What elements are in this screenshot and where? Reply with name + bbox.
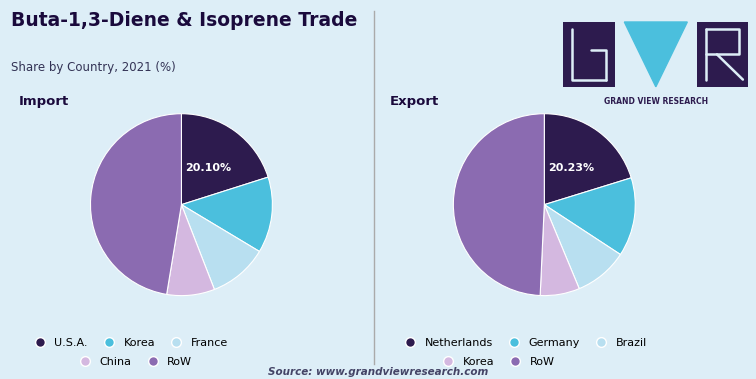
Wedge shape bbox=[181, 114, 268, 205]
Text: 20.23%: 20.23% bbox=[548, 163, 594, 173]
Legend: U.S.A., Korea, France: U.S.A., Korea, France bbox=[24, 334, 232, 352]
Polygon shape bbox=[624, 22, 687, 87]
Legend: China, RoW: China, RoW bbox=[70, 353, 197, 371]
Legend: Korea, RoW: Korea, RoW bbox=[432, 353, 559, 371]
Wedge shape bbox=[544, 205, 621, 289]
Wedge shape bbox=[181, 177, 272, 251]
Text: GRAND VIEW RESEARCH: GRAND VIEW RESEARCH bbox=[604, 97, 708, 106]
Wedge shape bbox=[540, 205, 579, 296]
Wedge shape bbox=[544, 178, 635, 255]
Text: Import: Import bbox=[19, 95, 69, 108]
Wedge shape bbox=[181, 205, 259, 290]
Wedge shape bbox=[91, 114, 181, 294]
Text: 20.10%: 20.10% bbox=[185, 163, 231, 173]
Text: Buta-1,3-Diene & Isoprene Trade: Buta-1,3-Diene & Isoprene Trade bbox=[11, 11, 358, 30]
FancyBboxPatch shape bbox=[563, 22, 615, 87]
Text: Source: www.grandviewresearch.com: Source: www.grandviewresearch.com bbox=[268, 367, 488, 377]
Wedge shape bbox=[454, 114, 544, 296]
FancyBboxPatch shape bbox=[696, 22, 748, 87]
Legend: Netherlands, Germany, Brazil: Netherlands, Germany, Brazil bbox=[395, 334, 652, 352]
Wedge shape bbox=[166, 205, 215, 296]
Wedge shape bbox=[544, 114, 631, 205]
Text: Export: Export bbox=[389, 95, 438, 108]
Text: Share by Country, 2021 (%): Share by Country, 2021 (%) bbox=[11, 61, 176, 74]
